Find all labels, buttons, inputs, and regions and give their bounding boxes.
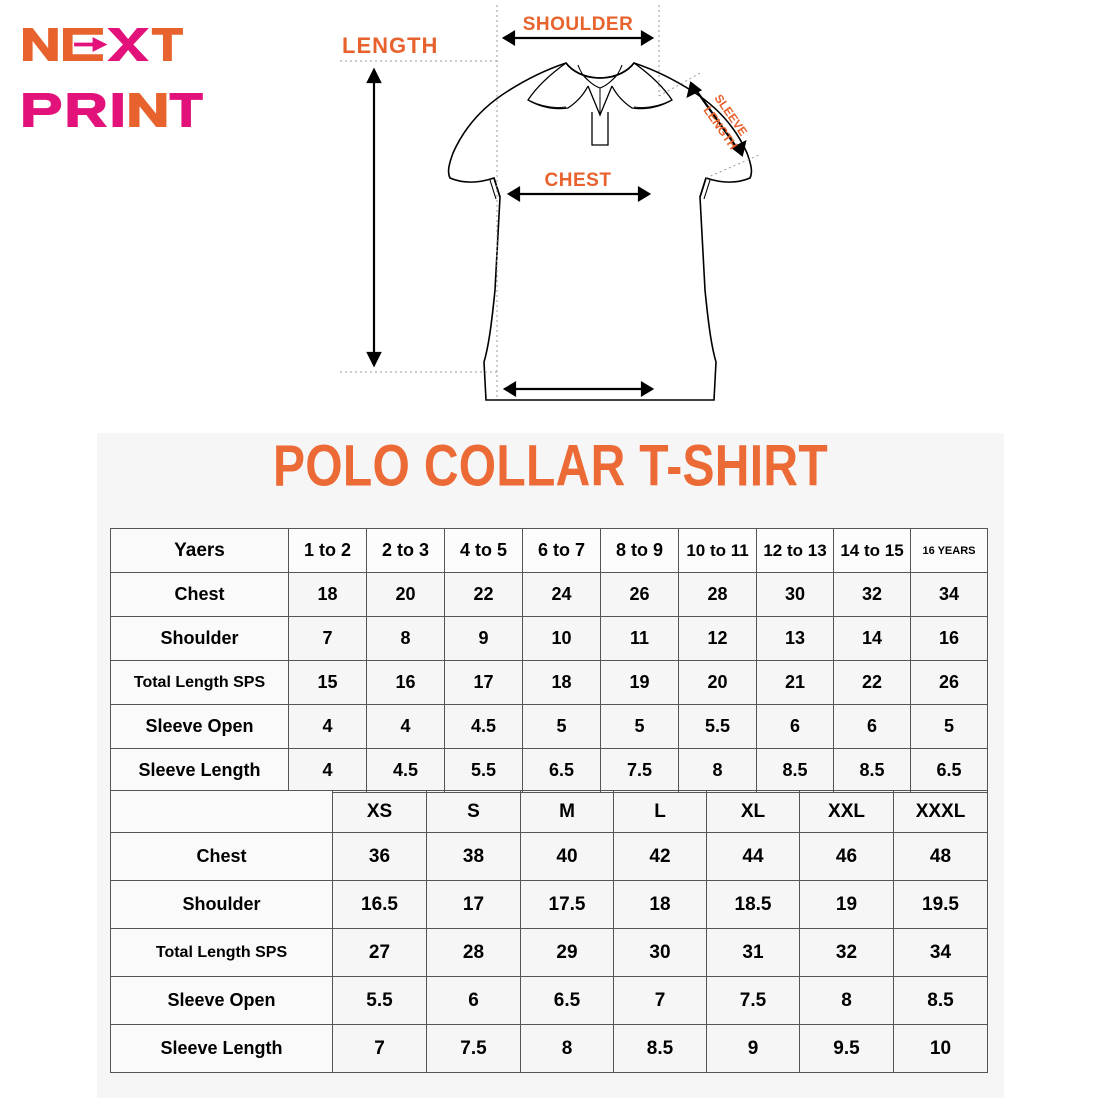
- svg-text:CHEST: CHEST: [545, 170, 612, 191]
- svg-text:SHOULDER: SHOULDER: [523, 14, 634, 35]
- svg-text:LENGTH: LENGTH: [342, 33, 438, 58]
